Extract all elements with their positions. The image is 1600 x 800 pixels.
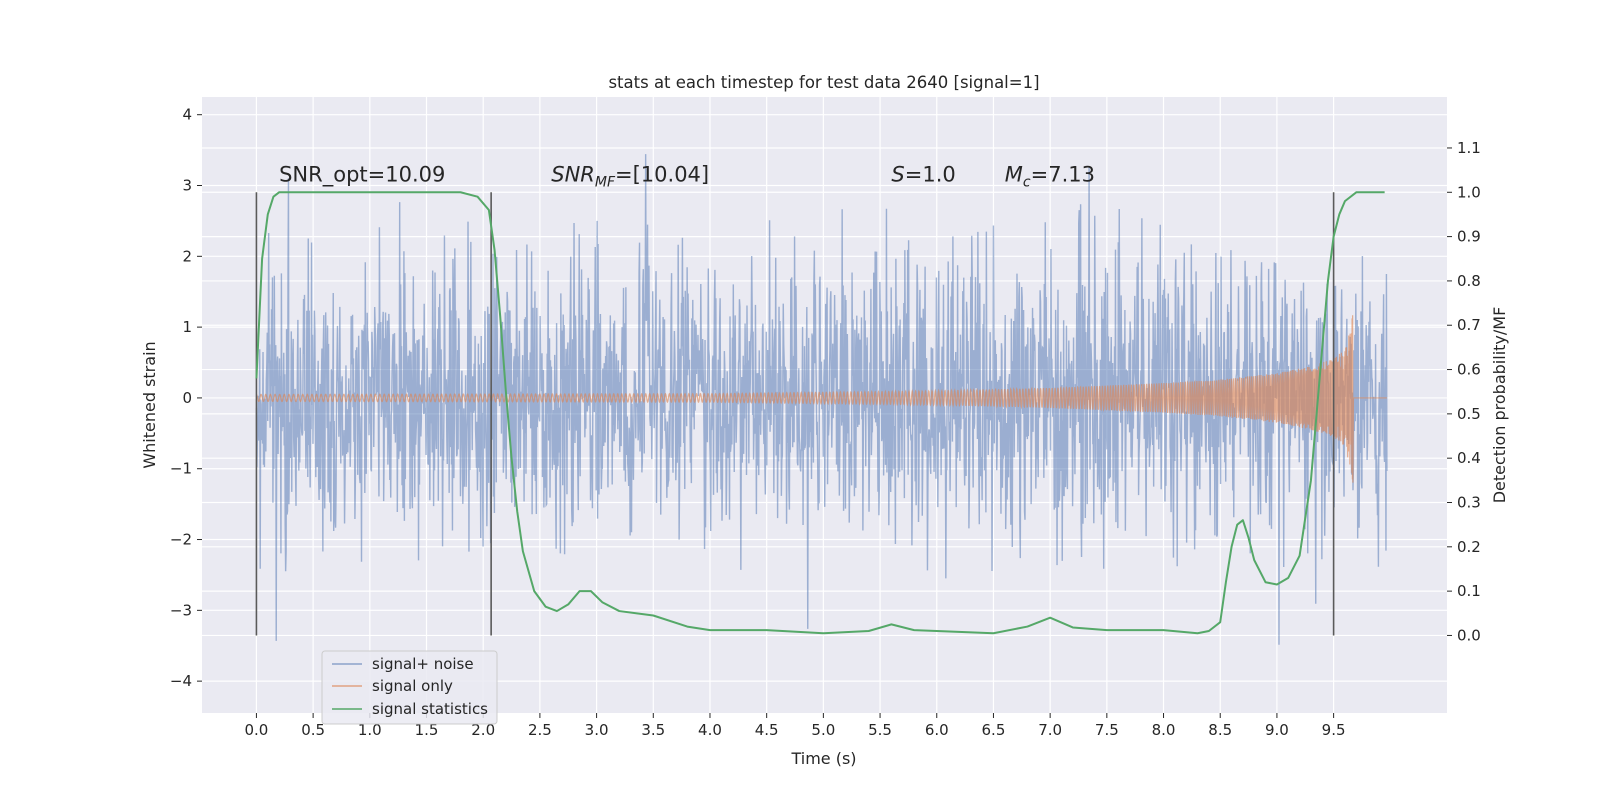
- y2-tick-label: 1.1: [1457, 139, 1481, 157]
- y2-axis-label: Detection probability/MF: [1490, 307, 1509, 504]
- annotation-text: SNR_opt=10.09: [279, 163, 445, 188]
- x-axis-ticks: 0.0 0.5 1.0 1.5 2.0 2.5 3.0 3.5 4.0 4.5 5.0 5.5 6.0 6…: [244, 713, 1346, 739]
- annotation-part: =[10.04]: [615, 163, 709, 187]
- annotation-part: =7.13: [1031, 163, 1095, 187]
- plot-area: [255, 154, 1388, 645]
- y2-tick-label: 0.8: [1457, 272, 1481, 290]
- y-axis-label: Whitened strain: [140, 341, 159, 468]
- x-tick-label: 8.0: [1152, 721, 1176, 739]
- series-signal-only: [256, 315, 1387, 483]
- y2-tick-label: 0.6: [1457, 361, 1481, 379]
- annotation-part: M: [1005, 163, 1023, 187]
- legend-box: [321, 650, 498, 725]
- annotation-part: S: [891, 163, 904, 187]
- y2-tick-label: 0.3: [1457, 493, 1481, 511]
- x-tick-label: 8.5: [1208, 721, 1232, 739]
- y-axis-ticks: 4 3 2 1 0 −1 −2 −3 −4: [170, 106, 202, 690]
- legend: signal+ noise signal only signal statist…: [321, 650, 498, 725]
- annotation-part: MF: [595, 175, 616, 191]
- x-tick-label: 3.5: [641, 721, 665, 739]
- y-tick-label: 1: [182, 318, 192, 336]
- x-tick-label: 4.5: [755, 721, 779, 739]
- y-tick-label: −4: [170, 672, 192, 690]
- x-tick-label: 2.5: [528, 721, 552, 739]
- x-tick-label: 3.0: [585, 721, 609, 739]
- y-tick-label: −2: [170, 531, 192, 549]
- x-tick-label: 1.5: [415, 721, 439, 739]
- x-tick-label: 2.0: [471, 721, 495, 739]
- x-tick-label: 5.0: [811, 721, 835, 739]
- annotation-text: S=1.0: [891, 163, 955, 187]
- series-signal-statistics: [255, 191, 1385, 635]
- y2-tick-label: 0.5: [1457, 405, 1481, 423]
- y-tick-label: 2: [182, 247, 192, 265]
- y2-tick-label: 1.0: [1457, 183, 1481, 201]
- annotation-part: SNR_opt=10.09: [279, 163, 445, 188]
- annotation-text: Mc=7.13: [1005, 163, 1095, 191]
- annotation-part: c: [1023, 175, 1031, 191]
- y-tick-label: −3: [170, 601, 192, 619]
- x-tick-label: 4.0: [698, 721, 722, 739]
- y-tick-label: 4: [182, 106, 192, 124]
- legend-label-noise: signal+ noise: [372, 655, 474, 673]
- y2-tick-label: 0.4: [1457, 449, 1481, 467]
- x-tick-label: 6.5: [982, 721, 1006, 739]
- annotation-text: SNRMF=[10.04]: [551, 163, 709, 191]
- y2-tick-label: 0.2: [1457, 538, 1481, 556]
- x-axis-label: Time (s): [790, 749, 856, 768]
- x-tick-label: 7.0: [1038, 721, 1062, 739]
- y2-tick-label: 0.1: [1457, 582, 1481, 600]
- y2-axis-ticks: 1.1 1.0 0.9 0.8 0.7 0.6 0.5 0.4 0.3 0.2 0.1 0.0: [1447, 139, 1481, 644]
- x-tick-label: 6.0: [925, 721, 949, 739]
- x-tick-label: 9.0: [1265, 721, 1289, 739]
- y2-tick-label: 0.0: [1457, 626, 1481, 644]
- legend-label-stats: signal statistics: [372, 700, 488, 718]
- legend-label-signal: signal only: [372, 677, 453, 695]
- y-tick-label: 3: [182, 177, 192, 195]
- x-tick-label: 5.5: [868, 721, 892, 739]
- annotations: SNR_opt=10.09 SNRMF=[10.04] S=1.0 Mc=7.13: [279, 163, 1095, 191]
- y2-tick-label: 0.9: [1457, 228, 1481, 246]
- x-tick-label: 9.5: [1322, 721, 1346, 739]
- series-signal-noise: [255, 154, 1388, 645]
- x-tick-label: 1.0: [358, 721, 382, 739]
- y-tick-label: 0: [182, 389, 192, 407]
- y-tick-label: −1: [170, 460, 192, 478]
- x-tick-label: 0.0: [244, 721, 268, 739]
- x-tick-label: 0.5: [301, 721, 325, 739]
- y2-tick-label: 0.7: [1457, 316, 1481, 334]
- chart-title: stats at each timestep for test data 264…: [608, 73, 1039, 92]
- annotation-part: =1.0: [905, 163, 956, 187]
- x-tick-label: 7.5: [1095, 721, 1119, 739]
- annotation-part: SNR: [551, 163, 595, 187]
